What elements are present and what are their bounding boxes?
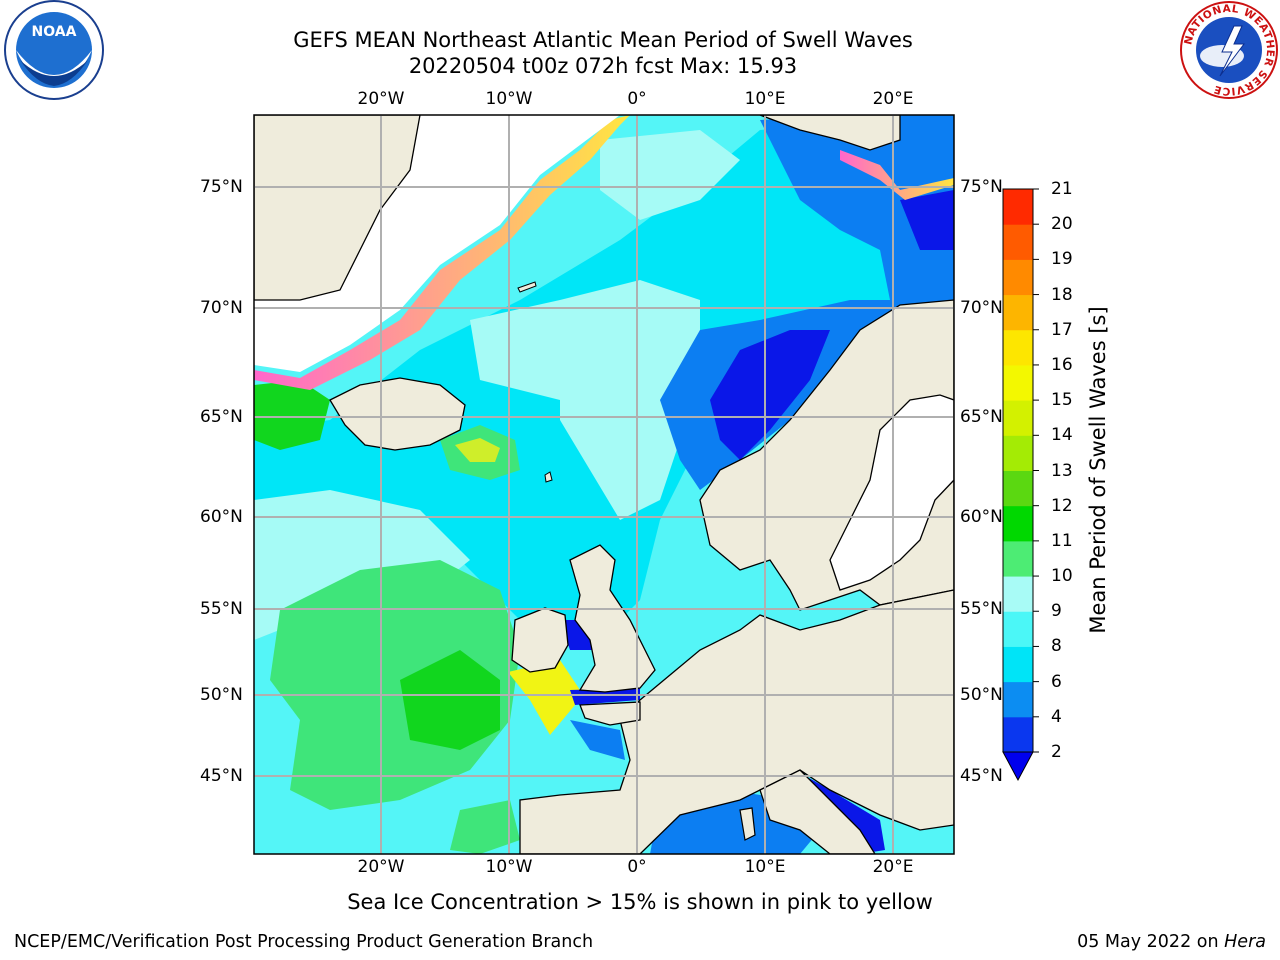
land-brittany <box>579 701 641 726</box>
land-svalbard <box>759 115 901 151</box>
nws-logo: NATIONAL WEATHER SERVICE <box>1180 1 1278 99</box>
noaa-logo-text: NOAA <box>32 24 77 40</box>
pale-cyan-patch <box>560 360 680 520</box>
colorbar-tick-label: 19 <box>1051 249 1073 270</box>
lat-label-left: 60°N <box>200 507 243 527</box>
colorbar-tick-label: 9 <box>1051 601 1062 622</box>
green-patch-greenland <box>254 380 330 450</box>
land-corsica <box>739 807 756 841</box>
pale-cyan-patch <box>600 130 740 220</box>
colorbar-tick-label: 2 <box>1051 742 1062 762</box>
land-faroe-islands <box>544 471 553 483</box>
sea-ice-note: Sea Ice Concentration > 15% is shown in … <box>347 890 933 914</box>
deep-blue-biscay <box>570 720 625 760</box>
colorbar-tick-label: 10 <box>1051 566 1073 587</box>
lat-label-right: 75°N <box>960 177 1003 197</box>
colorbar-extend-triangle <box>1002 751 1034 782</box>
lat-label-left: 65°N <box>200 407 243 427</box>
lat-label-left: 70°N <box>200 298 243 318</box>
colorbar-segment <box>1003 259 1033 296</box>
colorbar-title: Mean Period of Swell Waves [s] <box>1086 306 1110 634</box>
lon-label-bottom: 0° <box>627 857 647 877</box>
lon-label-bottom: 20°E <box>872 857 914 877</box>
colorbar-segment <box>1003 505 1033 542</box>
colorbar-segment <box>1003 435 1033 471</box>
colorbar-segment <box>1003 470 1033 507</box>
colorbar-tick-label: 11 <box>1051 530 1073 551</box>
land-jan-mayen <box>517 281 537 293</box>
colorbar-tick-label: 13 <box>1051 460 1073 481</box>
colorbar-segment <box>1003 189 1033 225</box>
colorbar-segment <box>1003 294 1033 331</box>
colorbar-tick-label: 17 <box>1051 319 1073 340</box>
noaa-logo: NOAA <box>4 0 104 100</box>
lat-label-right: 70°N <box>960 298 1003 318</box>
colorbar-tick-label: 16 <box>1051 354 1073 375</box>
lon-label-bottom: 10°E <box>744 857 786 877</box>
lat-label-right: 60°N <box>960 507 1003 527</box>
footer-date: 05 May 2022 on Hera <box>1077 932 1266 952</box>
lon-label-bottom: 20°W <box>357 857 405 877</box>
deep-blue-barents <box>900 190 954 250</box>
map-frame <box>253 114 955 855</box>
colorbar-tick-label: 6 <box>1051 671 1062 692</box>
lat-label-right: 50°N <box>960 685 1003 705</box>
lat-label-right: 55°N <box>960 599 1003 619</box>
lat-label-left: 75°N <box>200 177 243 197</box>
map-subtitle: 20220504 t00z 072h fcst Max: 15.93 <box>408 54 798 78</box>
colorbar-tick-label: 18 <box>1051 284 1073 305</box>
land-italy <box>759 769 876 854</box>
deep-blue-norway <box>710 330 830 460</box>
colorbar-segment <box>1003 329 1033 366</box>
colorbar-tick-label: 21 <box>1051 179 1073 199</box>
colorbar <box>1002 188 1039 782</box>
colorbar-segment <box>1003 716 1033 753</box>
colorbar-tick-label: 8 <box>1051 636 1062 657</box>
land-continental-europe <box>519 589 954 854</box>
colorbar-tick-label: 4 <box>1051 706 1062 727</box>
sea-ice-edge-greenland <box>254 115 630 390</box>
land-greenland <box>254 115 421 301</box>
lat-label-left: 55°N <box>200 599 243 619</box>
colorbar-segment <box>1003 540 1033 577</box>
lat-label-right: 65°N <box>960 407 1003 427</box>
bright-green-core <box>400 650 500 750</box>
yellow-swell-tongue <box>508 660 580 735</box>
lon-label-top: 10°W <box>485 89 533 109</box>
colorbar-tick-label: 14 <box>1051 425 1073 446</box>
land-iceland <box>329 377 466 451</box>
colorbar-segment <box>1003 400 1033 436</box>
colorbar-tick-label: 15 <box>1051 390 1073 411</box>
colorbar-segment <box>1003 364 1033 401</box>
footer-organization: NCEP/EMC/Verification Post Processing Pr… <box>14 932 594 952</box>
lon-label-top: 0° <box>627 89 647 109</box>
lon-label-top: 20°E <box>872 89 914 109</box>
graticule <box>254 115 954 854</box>
deep-blue-channel <box>570 688 640 705</box>
yellow-patch-iceland-south <box>455 438 500 462</box>
lon-label-bottom: 10°W <box>485 857 533 877</box>
lat-label-left: 50°N <box>200 685 243 705</box>
lat-label-left: 45°N <box>200 766 243 786</box>
colorbar-segment <box>1003 576 1033 612</box>
colorbar-segment <box>1003 224 1033 260</box>
lon-label-top: 20°W <box>357 89 405 109</box>
colorbar-tick-label: 20 <box>1051 214 1073 235</box>
colorbar-segment <box>1003 611 1033 647</box>
blue-region-barents <box>760 115 954 300</box>
footer-host: Hera <box>1224 932 1266 952</box>
colorbar-segment <box>1003 681 1033 718</box>
lon-label-top: 10°E <box>744 89 786 109</box>
lat-label-right: 45°N <box>960 766 1003 786</box>
map-title: GEFS MEAN Northeast Atlantic Mean Period… <box>293 28 913 52</box>
colorbar-tick-label: 12 <box>1051 495 1073 516</box>
footer-date-text: 05 May 2022 on <box>1077 932 1225 952</box>
colorbar-segment <box>1003 646 1033 683</box>
land-great-britain <box>569 544 656 693</box>
green-patch <box>450 800 520 854</box>
